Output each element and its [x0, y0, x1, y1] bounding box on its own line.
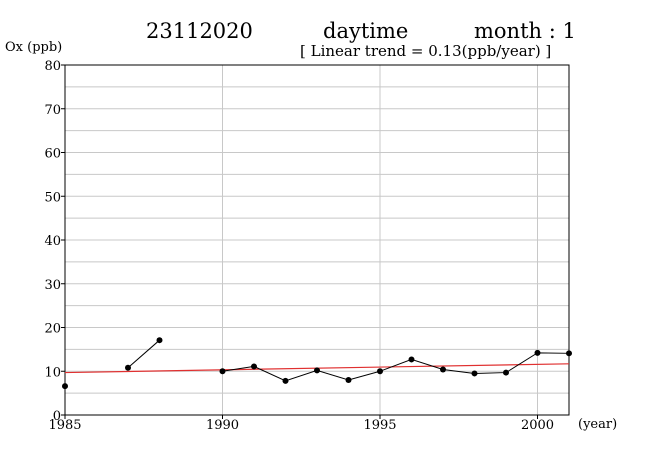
- series-line: [222, 352, 570, 382]
- y-tick-label: 20: [44, 322, 61, 337]
- grid-lines: [65, 65, 569, 415]
- y-tick-label: 60: [44, 147, 61, 162]
- x-axis-label: (year): [578, 417, 617, 432]
- period-label: daytime: [323, 19, 408, 43]
- data-series: [62, 337, 572, 390]
- y-tick-label: 0: [53, 409, 61, 424]
- data-point: [282, 377, 289, 384]
- data-point: [251, 363, 257, 370]
- trend-label: [ Linear trend = 0.13(ppb/year) ]: [300, 42, 551, 60]
- data-point: [408, 356, 415, 363]
- x-tick-label: 1995: [363, 418, 396, 433]
- data-point: [125, 364, 131, 371]
- data-point: [345, 377, 352, 383]
- x-tick-label: 1990: [206, 418, 239, 433]
- y-axis-label: Ox (ppb): [5, 40, 62, 55]
- x-tick-label: 2000: [521, 418, 554, 433]
- x-tick-labels: 1985 1990 1995 2000: [48, 415, 554, 433]
- y-tick-label: 80: [44, 59, 61, 74]
- data-point: [566, 350, 572, 357]
- data-point: [471, 370, 478, 377]
- data-point: [377, 368, 383, 375]
- month-label: month : 1: [474, 19, 576, 43]
- data-point: [534, 349, 541, 356]
- data-point: [314, 367, 320, 374]
- series-line: [127, 339, 160, 369]
- x-tick-label: 1985: [48, 418, 81, 433]
- y-tick-label: 10: [44, 365, 61, 380]
- data-point: [440, 366, 446, 373]
- data-point: [503, 369, 509, 376]
- data-point: [219, 368, 226, 375]
- y-tick-label: 50: [44, 190, 61, 205]
- y-tick-label: 70: [44, 103, 61, 118]
- data-point: [156, 337, 163, 344]
- y-tick-labels: 0 10 20 30 40 50 60 70 80: [44, 59, 65, 424]
- station-code: 23112020: [146, 19, 253, 43]
- data-point: [62, 383, 68, 390]
- y-tick-label: 30: [44, 278, 61, 293]
- y-tick-label: 40: [44, 234, 61, 249]
